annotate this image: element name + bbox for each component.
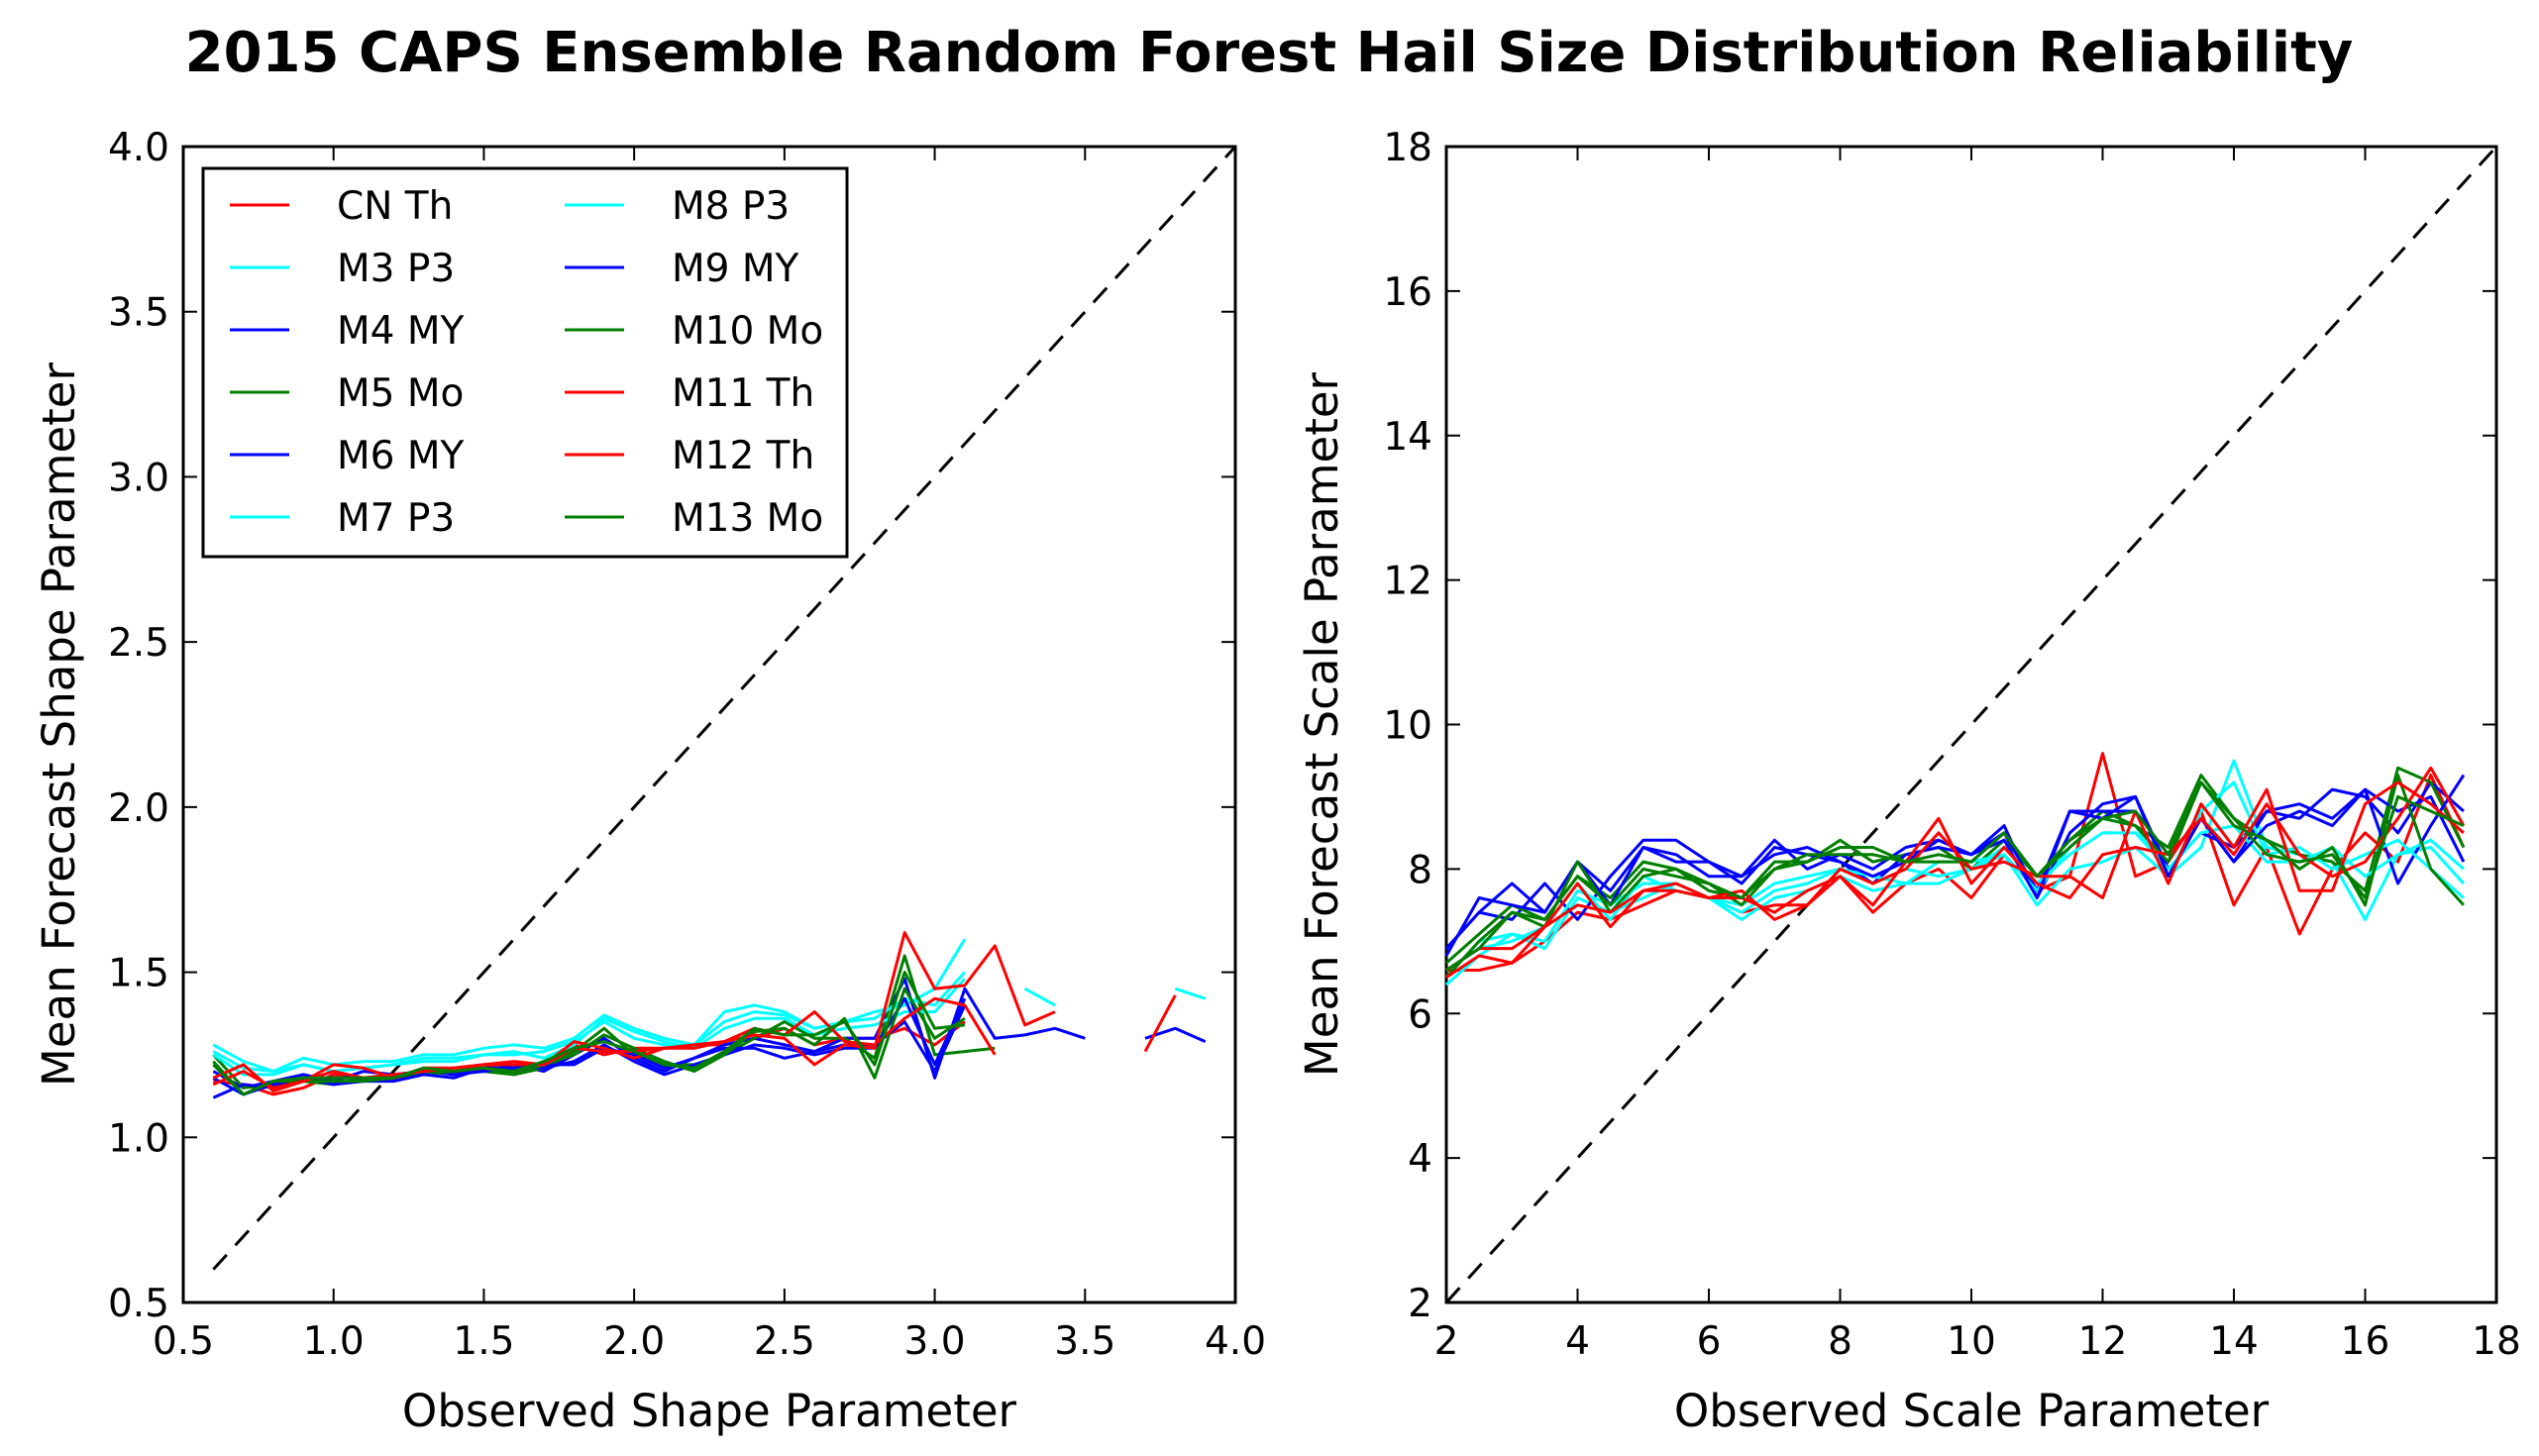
x-tick-label: 12: [2078, 1319, 2128, 1364]
x-tick-label: 16: [2341, 1319, 2390, 1364]
scale-parameter-panel: 2 4 6 8 10 12 14 16 18 2 4 6 8 10 12 14 16 18 Observed Sca…: [1296, 126, 2521, 1437]
x-tick-label: 3.5: [1054, 1319, 1115, 1364]
legend-label: M13 Mo: [672, 496, 823, 541]
series-line: [1445, 780, 2465, 972]
y-tick-label: 2: [1408, 1282, 1432, 1326]
y-tick-label: 4: [1408, 1137, 1432, 1182]
y-tick-label: 1.5: [108, 952, 169, 996]
y-tick-label: 18: [1383, 126, 1432, 170]
legend-label: M5 Mo: [337, 371, 464, 416]
series-line: [1444, 774, 2466, 979]
y-tick-label: 14: [1383, 415, 1432, 460]
legend: CN Th M3 P3 M4 MY M5 Mo M6 MY M7 P3 M8 P3 M9 MY…: [201, 166, 849, 559]
x-axis-label: Observed Scale Parameter: [1674, 1385, 2270, 1437]
chart-title: 2015 CAPS Ensemble Random Forest Hail Si…: [185, 21, 2354, 85]
series-line: [212, 971, 1207, 1074]
x-tick-label: 10: [1947, 1319, 1996, 1364]
y-tick-label: 16: [1383, 270, 1432, 315]
legend-label: M12 Th: [672, 434, 814, 478]
series-line: [1445, 780, 2465, 972]
series-line: [212, 978, 967, 1077]
legend-label: M4 MY: [337, 309, 465, 354]
series-line: [1444, 787, 2466, 950]
x-tick-label: 14: [2209, 1319, 2259, 1364]
legend-frame: [201, 166, 849, 559]
legend-label: M3 P3: [337, 247, 455, 291]
x-tick-label: 2.0: [603, 1319, 665, 1364]
reference-line: [1444, 145, 2498, 1304]
series-line: [212, 996, 997, 1093]
y-tick-label: 3.0: [108, 456, 169, 500]
x-tick-label: 6: [1697, 1319, 1722, 1364]
legend-label: M9 MY: [672, 247, 799, 291]
series-line: [1445, 766, 2466, 965]
x-tick-label: 2.5: [754, 1319, 815, 1364]
series-line: [1446, 752, 2466, 972]
y-tick-label: 2.0: [108, 786, 169, 831]
y-tick-label: 0.5: [108, 1282, 169, 1326]
series-line: [1444, 774, 2466, 957]
y-tick-label: 10: [1383, 704, 1432, 749]
x-axis-label: Observed Shape Parameter: [402, 1385, 1017, 1437]
legend-label: M8 P3: [672, 184, 790, 229]
x-tick-label: 1.0: [303, 1319, 365, 1364]
x-tick-label: 4: [1565, 1319, 1590, 1364]
y-tick-label: 2.5: [108, 621, 169, 666]
x-tick-label: 1.5: [453, 1319, 514, 1364]
y-tick-label: 6: [1408, 992, 1432, 1037]
x-tick-label: 2: [1434, 1319, 1459, 1364]
series-line: [212, 971, 966, 1096]
shape-parameter-panel: 0.5 1.0 1.5 2.0 2.5 3.0 3.5 4.0 0.5 1.0 1.5 2.0 2.5 3…: [33, 126, 1266, 1437]
legend-label: M6 MY: [337, 434, 465, 478]
x-tick-label: 3.0: [904, 1319, 966, 1364]
y-tick-label: 3.5: [108, 291, 169, 336]
series-line: [1444, 759, 2466, 979]
reference-line: [212, 145, 1237, 1271]
x-tick-label: 8: [1828, 1319, 1852, 1364]
legend-label: CN Th: [337, 184, 453, 229]
legend-label: M10 Mo: [672, 309, 823, 354]
y-tick-label: 4.0: [108, 126, 169, 170]
x-tick-label: 4.0: [1205, 1319, 1266, 1364]
series-line: [1444, 780, 2465, 950]
legend-label: M11 Th: [672, 371, 814, 416]
series-line: [212, 1004, 967, 1099]
axes-frame: [181, 145, 1237, 1304]
y-tick-label: 1.0: [108, 1116, 169, 1161]
y-axis-label: Mean Forecast Scale Parameter: [1296, 371, 1348, 1077]
y-axis-label: Mean Forecast Shape Parameter: [33, 363, 85, 1087]
y-tick-label: 8: [1408, 848, 1432, 892]
x-tick-label: 0.5: [153, 1319, 214, 1364]
y-tick-label: 12: [1383, 560, 1432, 604]
legend-label: M7 P3: [337, 496, 455, 541]
x-tick-label: 18: [2472, 1319, 2521, 1364]
